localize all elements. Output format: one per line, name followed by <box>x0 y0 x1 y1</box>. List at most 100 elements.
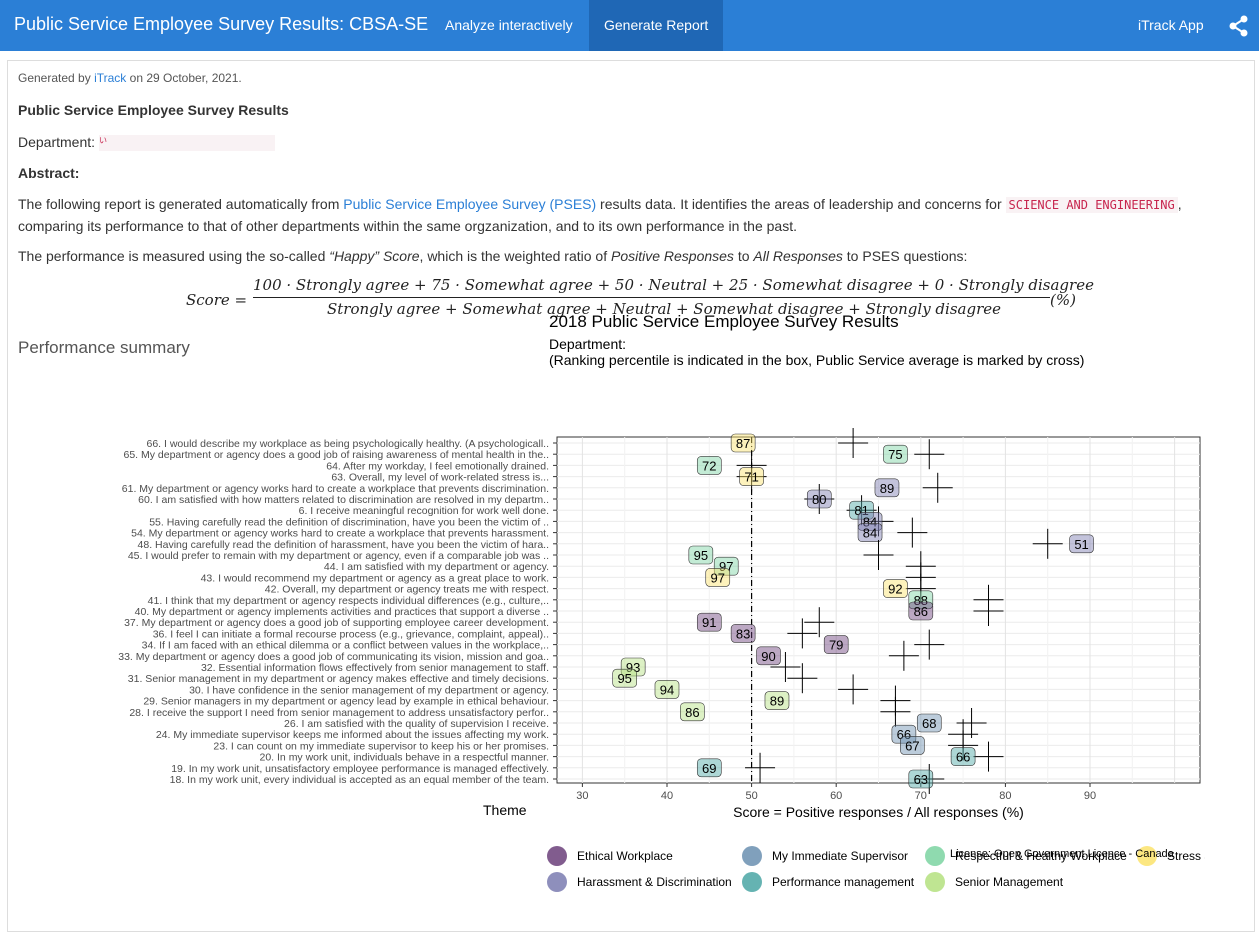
rank-box <box>1069 534 1094 554</box>
rank-box <box>696 612 722 632</box>
question-label: 41. I think that my department or agency… <box>148 595 549 607</box>
rank-label: 94 <box>660 682 674 697</box>
rank-label: 80 <box>812 492 826 507</box>
rank-label: 86 <box>914 604 928 619</box>
nav-analyze-interactively[interactable]: Analyze interactively <box>445 17 573 33</box>
rank-label: 75 <box>888 447 902 462</box>
rank-label: 84 <box>863 514 877 529</box>
legend-item: Stress a <box>1167 849 1205 863</box>
rank-label: 86 <box>685 705 699 720</box>
question-label: 20. In my work unit, individuals behave … <box>260 752 550 764</box>
rank-label: 83 <box>736 626 750 641</box>
question-label: 61. My department or agency works hard t… <box>122 483 549 495</box>
rank-label: 81 <box>854 503 868 518</box>
rank-label: 69 <box>702 761 716 776</box>
section-heading: Performance summary <box>18 338 190 357</box>
rank-label: 63 <box>914 772 928 787</box>
rank-box <box>612 668 637 688</box>
department-line: Department: い <box>18 134 275 152</box>
top-navbar: Public Service Employee Survey Results: … <box>0 0 1259 51</box>
rank-box <box>730 624 756 643</box>
rank-label: 95 <box>694 548 708 563</box>
rank-box <box>883 444 908 464</box>
report-heading: Public Service Employee Survey Results <box>18 102 289 118</box>
question-label: 32. Essential information flows effectiv… <box>201 662 549 674</box>
abstract-paragraph-1: The following report is generated automa… <box>18 196 1182 234</box>
nav-generate-report[interactable]: Generate Report <box>589 0 724 51</box>
question-label: 28. I receive the support I need from se… <box>129 707 549 719</box>
question-label: 37. My department or agency does a good … <box>124 617 549 629</box>
department-code: SCIENCE AND ENGINEERING <box>1005 197 1178 213</box>
rank-label: 97 <box>719 559 733 574</box>
rank-box <box>620 657 646 677</box>
itrack-link[interactable]: iTrack <box>94 71 127 85</box>
legend-item: Ethical Workplace <box>577 849 673 863</box>
question-label: 54. My department or agency works hard t… <box>131 528 549 540</box>
legend-swatch <box>547 846 567 866</box>
rank-label: 71 <box>744 470 758 485</box>
question-label: 31. Senior management in my department o… <box>128 673 549 685</box>
legend-item: My Immediate Supervisor <box>772 849 909 863</box>
rank-box <box>730 433 756 453</box>
rank-label: 66 <box>956 750 970 765</box>
rank-label: 89 <box>770 694 784 709</box>
question-label: 66. I would describe my workplace as bei… <box>146 438 549 450</box>
question-label: 26. I am satisfied with the quality of s… <box>284 718 549 730</box>
rank-label: 89 <box>880 481 894 496</box>
legend-swatch <box>742 846 762 866</box>
question-label: 63. Overall, my level of work-related st… <box>331 472 549 484</box>
rank-label: 67 <box>905 738 919 753</box>
question-label: 33. My department or agency does a good … <box>118 651 549 663</box>
rank-label: 97 <box>711 570 725 585</box>
formula-denominator: Strongly agree + Somewhat agree + Neutra… <box>327 300 1001 318</box>
rank-label: 88 <box>914 593 928 608</box>
app-title[interactable]: Public Service Employee Survey Results: … <box>14 14 429 34</box>
legend-item: Performance management <box>772 875 915 889</box>
legend-title: Theme <box>483 802 527 818</box>
question-label: 36. I feel I can initiate a formal recou… <box>153 628 549 640</box>
pses-link[interactable]: Public Service Employee Survey (PSES) <box>343 196 597 212</box>
rank-box <box>696 758 722 778</box>
question-label: 42. Overall, my department or agency tre… <box>265 584 549 596</box>
nav-itrack-app[interactable]: iTrack App <box>1138 17 1204 33</box>
question-label: 18. In my work unit, every individual is… <box>170 774 549 786</box>
question-label: 45. I would prefer to remain with my dep… <box>128 550 549 562</box>
rank-box <box>764 691 790 710</box>
report-panel: Generated by iTrack on 29 October, 2021.… <box>7 60 1255 932</box>
x-tick-label: 40 <box>661 790 673 802</box>
share-icon[interactable] <box>1229 15 1249 37</box>
abstract-paragraph-2: The performance is measured using the so… <box>18 248 968 264</box>
rank-box <box>891 724 917 744</box>
legend-swatch <box>925 846 945 866</box>
x-tick-label: 80 <box>999 790 1011 802</box>
rank-box <box>900 736 925 755</box>
rank-box <box>756 646 781 666</box>
license-text: License: Open Government Licence - Canad… <box>950 848 1174 860</box>
legend-item: Respectful & Healthy Workplace <box>955 849 1127 863</box>
rank-box <box>680 702 705 722</box>
question-label: 40. My department or agency implements a… <box>135 606 549 618</box>
rank-label: 84 <box>863 526 877 541</box>
question-label: 30. I have confidence in the senior mana… <box>189 684 549 696</box>
legend-swatch <box>1137 846 1157 866</box>
rank-box <box>849 500 874 520</box>
rank-box <box>874 478 900 498</box>
rank-box <box>705 568 731 587</box>
rank-label: 87 <box>736 436 750 451</box>
x-tick-label: 30 <box>576 790 588 802</box>
question-label: 44. I am satisfied with my department or… <box>324 561 549 573</box>
rank-label: 68 <box>922 716 936 731</box>
rank-box <box>857 523 883 542</box>
rank-label: 90 <box>761 649 775 664</box>
rank-box <box>823 635 849 654</box>
legend-swatch <box>742 872 762 892</box>
question-label: 43. I would recommend my department or a… <box>201 572 549 584</box>
chart-subtitle: Department: (Ranking percentile is indic… <box>549 336 1085 368</box>
x-axis-label: Score = Positive responses / All respons… <box>733 804 1024 820</box>
department-value: い <box>98 135 275 152</box>
x-tick-label: 60 <box>830 790 842 802</box>
abstract-label: Abstract: <box>18 165 80 181</box>
formula-numerator: 100 · Strongly agree + 75 · Somewhat agr… <box>253 276 1094 294</box>
question-label: 24. My immediate supervisor keeps me inf… <box>156 729 549 741</box>
